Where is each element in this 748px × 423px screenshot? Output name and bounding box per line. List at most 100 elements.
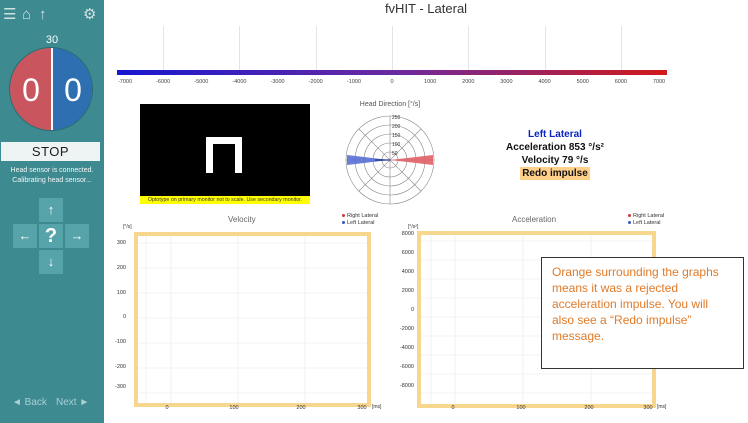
status-calibrating: Calibrating head sensor... bbox=[12, 177, 92, 184]
annotation-callout: Orange surrounding the graphs means it w… bbox=[541, 257, 744, 369]
acceleration-x-unit: [ms] bbox=[657, 404, 667, 410]
legend-label-left: Left Lateral bbox=[347, 220, 375, 226]
acceleration-y-tick: -2000 bbox=[399, 326, 414, 332]
scale-tick-label: 2000 bbox=[462, 79, 475, 85]
dpad-up-button[interactable]: ↑ bbox=[39, 198, 63, 222]
velocity-legend: Right Lateral Left Lateral bbox=[342, 213, 402, 227]
scale-grid-line bbox=[392, 26, 393, 70]
next-button[interactable]: Next ► bbox=[56, 397, 90, 408]
acceleration-y-tick: 4000 bbox=[401, 269, 414, 275]
acceleration-x-tick: 200 bbox=[584, 405, 594, 411]
ring-label-100: 100 bbox=[392, 142, 401, 148]
acceleration-x-tick: 100 bbox=[516, 405, 526, 411]
legend-item-left: Left Lateral bbox=[628, 220, 688, 227]
score-left: 0 bbox=[10, 48, 52, 130]
velocity-x-tick: 100 bbox=[229, 405, 239, 411]
velocity-y-tick: 200 bbox=[116, 265, 126, 271]
velocity-y-unit: [°/s] bbox=[123, 224, 132, 230]
head-direction-polar: 250 200 150 100 50 bbox=[345, 115, 435, 205]
up-arrow-icon[interactable]: ↑ bbox=[39, 6, 47, 23]
scale-tick-label: -1000 bbox=[346, 79, 361, 85]
acceleration-y-tick: 0 bbox=[410, 307, 414, 313]
scale-tick-label: 6000 bbox=[614, 79, 627, 85]
velocity-x-unit: [ms] bbox=[372, 404, 382, 410]
legend-dot-left bbox=[628, 221, 631, 225]
velocity-y-tick: -300 bbox=[114, 384, 126, 390]
scale-grid-line bbox=[163, 26, 165, 70]
dpad-right-button[interactable]: → bbox=[65, 224, 89, 248]
left-direction-wedge bbox=[347, 155, 390, 165]
acceleration-y-tick: -6000 bbox=[399, 364, 414, 370]
impulse-counter: 30 bbox=[45, 34, 59, 46]
scale-tick-label: -4000 bbox=[232, 79, 247, 85]
dpad-down-button[interactable]: ↓ bbox=[39, 250, 63, 274]
legend-item-left: Left Lateral bbox=[342, 220, 402, 227]
velocity-chart: Velocity Right Lateral Left Lateral [°/s… bbox=[110, 212, 381, 417]
scale-tick-label: 3000 bbox=[500, 79, 513, 85]
acceleration-y-unit: [°/s²] bbox=[408, 224, 419, 230]
velocity-x-tick: 300 bbox=[357, 405, 367, 411]
velocity-x-tick: 200 bbox=[296, 405, 306, 411]
home-icon[interactable]: ⌂ bbox=[22, 6, 32, 23]
acceleration-x-tick: 300 bbox=[643, 405, 653, 411]
acceleration-y-tick: 8000 bbox=[401, 231, 414, 237]
velocity-scale: -7000 -6000 -5000 -4000 -3000 -2000 -1000 0 1000… bbox=[117, 26, 667, 92]
sidebar: ☰ ⌂ ↑ ⚙ 30 0 0 STOP Head sensor is conne… bbox=[0, 0, 104, 423]
app-title: fvHIT - Lateral bbox=[384, 1, 468, 16]
score-divider bbox=[51, 48, 53, 130]
scale-grid-line bbox=[468, 26, 470, 70]
sidebar-toolbar: ☰ ⌂ ↑ ⚙ bbox=[3, 6, 101, 24]
dpad-left-button[interactable]: ← bbox=[13, 224, 37, 248]
redo-impulse-badge: Redo impulse bbox=[520, 167, 590, 180]
scale-tick-label: 5000 bbox=[576, 79, 589, 85]
ring-label-250: 250 bbox=[392, 115, 401, 121]
legend-label-left: Left Lateral bbox=[633, 220, 661, 226]
velocity-y-tick: -200 bbox=[114, 364, 126, 370]
acceleration-legend: Right Lateral Left Lateral bbox=[628, 213, 688, 227]
right-direction-wedge bbox=[390, 155, 433, 165]
impulse-side: Left Lateral bbox=[528, 129, 582, 140]
stop-button[interactable]: STOP bbox=[1, 142, 100, 161]
scale-tick-label: -7000 bbox=[117, 79, 133, 85]
legend-item-right: Right Lateral bbox=[342, 213, 402, 220]
impulse-acceleration: Acceleration 853 °/s² bbox=[506, 142, 604, 153]
head-direction-title: Head Direction [°/s] bbox=[359, 101, 421, 108]
scale-gradient-bar bbox=[117, 70, 667, 75]
velocity-chart-title: Velocity bbox=[228, 215, 256, 224]
legend-dot-right bbox=[342, 214, 345, 218]
score-right: 0 bbox=[52, 48, 92, 130]
scale-tick-label: -6000 bbox=[156, 79, 171, 85]
scale-tick-label: 1000 bbox=[424, 79, 437, 85]
acceleration-y-tick: 2000 bbox=[401, 288, 414, 294]
velocity-plot-frame bbox=[134, 232, 371, 407]
acceleration-chart-title: Acceleration bbox=[512, 215, 557, 224]
score-circle: 0 0 bbox=[9, 47, 93, 131]
dpad-center-button[interactable]: ? bbox=[39, 224, 63, 248]
velocity-plot-area bbox=[138, 236, 367, 403]
impulse-info: Left Lateral Acceleration 853 °/s² Veloc… bbox=[495, 128, 615, 180]
scale-tick-label: -5000 bbox=[194, 79, 209, 85]
acceleration-y-tick: -8000 bbox=[399, 383, 414, 389]
optotype-symbol bbox=[206, 137, 242, 173]
scale-tick-label: 7000 bbox=[652, 79, 666, 85]
back-button[interactable]: ◄ Back bbox=[12, 397, 47, 408]
legend-item-right: Right Lateral bbox=[628, 213, 688, 220]
impulse-velocity: Velocity 79 °/s bbox=[521, 155, 589, 166]
gear-icon[interactable]: ⚙ bbox=[83, 6, 97, 23]
scale-tick-label: -3000 bbox=[270, 79, 285, 85]
optotype-display bbox=[140, 104, 310, 196]
acceleration-y-tick: 6000 bbox=[401, 250, 414, 256]
velocity-x-tick: 0 bbox=[165, 405, 169, 411]
velocity-y-tick: -100 bbox=[114, 339, 126, 345]
acceleration-y-tick: -4000 bbox=[399, 345, 414, 351]
legend-dot-right bbox=[628, 214, 631, 218]
ring-label-150: 150 bbox=[392, 133, 401, 139]
legend-label-right: Right Lateral bbox=[633, 213, 665, 219]
scale-grid-line bbox=[239, 26, 241, 70]
legend-dot-left bbox=[342, 221, 345, 225]
velocity-y-tick: 0 bbox=[122, 314, 126, 320]
menu-icon[interactable]: ☰ bbox=[3, 6, 17, 23]
scale-grid-line bbox=[315, 26, 317, 70]
legend-label-right: Right Lateral bbox=[347, 213, 379, 219]
velocity-y-tick: 300 bbox=[116, 240, 126, 246]
